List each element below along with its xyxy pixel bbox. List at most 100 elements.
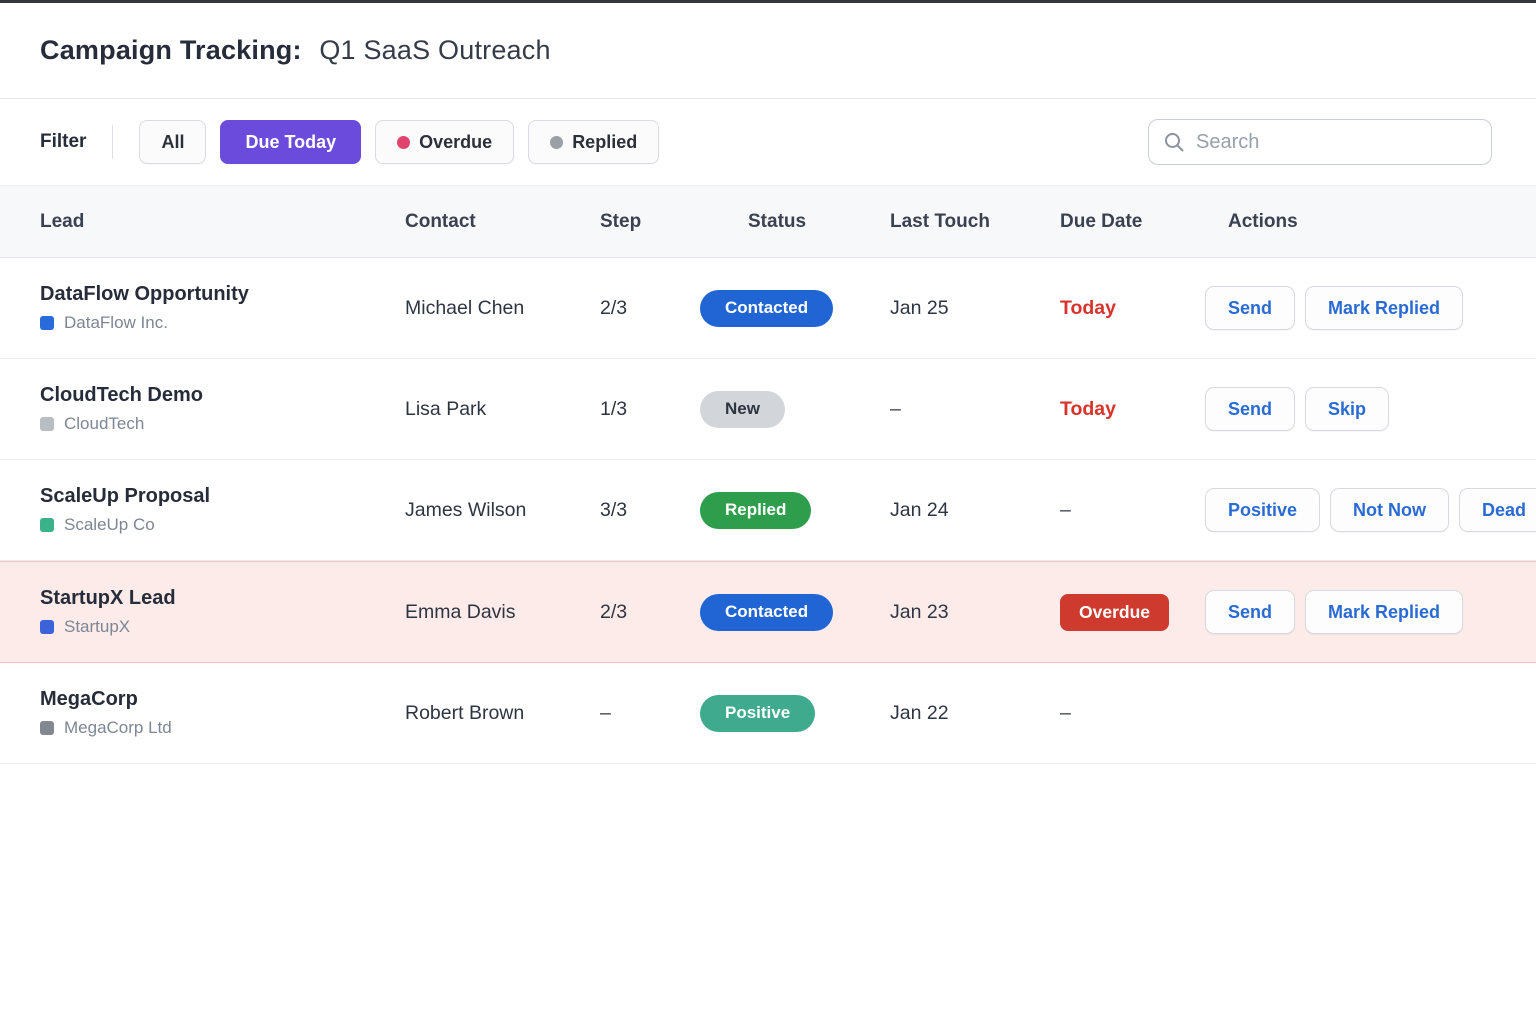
filter-button-due-today[interactable]: Due Today xyxy=(220,120,362,164)
company-color-icon xyxy=(40,620,54,634)
lead-name: DataFlow Opportunity xyxy=(40,283,249,305)
company-name: CloudTech xyxy=(64,414,145,433)
filter-button-all[interactable]: All xyxy=(139,120,207,164)
due-date-cell: Today xyxy=(1060,297,1205,320)
lead-cell: DataFlow Opportunity DataFlow Inc. xyxy=(40,283,405,333)
actions-cell: Send Skip xyxy=(1205,387,1536,431)
column-header-contact: Contact xyxy=(405,210,476,232)
filter-divider xyxy=(112,125,114,159)
filter-button-all-label: All xyxy=(161,131,185,152)
lead-company: CloudTech xyxy=(40,414,405,434)
actions-cell: Send Mark Replied xyxy=(1205,590,1536,634)
filter-button-replied-label: Replied xyxy=(572,131,638,152)
mark-replied-button[interactable]: Mark Replied xyxy=(1305,590,1464,634)
column-header-status: Status xyxy=(748,210,807,232)
last-touch-cell: Jan 24 xyxy=(890,498,949,521)
skip-button[interactable]: Skip xyxy=(1305,387,1390,431)
search-input[interactable] xyxy=(1196,130,1477,154)
table-row: DataFlow Opportunity DataFlow Inc. Micha… xyxy=(0,258,1536,359)
campaign-name: Q1 SaaS Outreach xyxy=(319,35,551,65)
filter-button-overdue-label: Overdue xyxy=(419,131,493,152)
lead-cell: StartupX Lead StartupX xyxy=(40,587,405,637)
step-cell: – xyxy=(600,701,611,724)
lead-company: MegaCorp Ltd xyxy=(40,718,405,738)
step-cell: 2/3 xyxy=(600,296,628,319)
page-header: Campaign Tracking: Q1 SaaS Outreach xyxy=(0,3,1536,99)
mark-replied-button[interactable]: Mark Replied xyxy=(1305,286,1464,330)
lead-cell: CloudTech Demo CloudTech xyxy=(40,384,405,434)
lead-name: MegaCorp xyxy=(40,688,138,710)
lead-name: StartupX Lead xyxy=(40,587,176,609)
search-box[interactable] xyxy=(1148,119,1492,165)
filter-button-replied[interactable]: Replied xyxy=(528,120,660,164)
contact-cell: Michael Chen xyxy=(405,296,525,319)
due-today-label: Today xyxy=(1060,296,1116,319)
company-color-icon xyxy=(40,417,54,431)
send-button[interactable]: Send xyxy=(1205,286,1296,330)
actions-cell: Send Mark Replied xyxy=(1205,286,1536,330)
filter-button-overdue[interactable]: Overdue xyxy=(375,120,515,164)
filter-label: Filter xyxy=(40,131,87,152)
table-header: Lead Contact Step Status Last Touch Due … xyxy=(0,186,1536,258)
dead-button[interactable]: Dead xyxy=(1459,488,1536,532)
status-cell: Replied xyxy=(700,491,890,529)
column-header-last-touch: Last Touch xyxy=(890,210,990,232)
status-cell: Contacted xyxy=(700,593,890,631)
status-badge: Contacted xyxy=(700,593,834,631)
positive-button[interactable]: Positive xyxy=(1205,488,1321,532)
status-cell: Positive xyxy=(700,694,890,732)
overdue-badge: Overdue xyxy=(1060,593,1169,631)
lead-name: ScaleUp Proposal xyxy=(40,485,211,507)
column-header-lead: Lead xyxy=(40,210,85,232)
lead-company: ScaleUp Co xyxy=(40,515,405,535)
column-header-due-date: Due Date xyxy=(1060,210,1143,232)
page-title-label: Campaign Tracking: xyxy=(40,35,302,65)
last-touch-cell: Jan 22 xyxy=(890,701,949,724)
status-badge: Positive xyxy=(700,694,816,732)
due-date-cell: – xyxy=(1060,701,1071,724)
lead-company: DataFlow Inc. xyxy=(40,313,405,333)
due-date-cell: Today xyxy=(1060,398,1205,421)
status-badge: Replied xyxy=(700,491,812,529)
filter-bar: Filter All Due Today Overdue Replied xyxy=(0,99,1536,186)
company-name: ScaleUp Co xyxy=(64,515,155,534)
last-touch-cell: Jan 23 xyxy=(890,600,949,623)
lead-cell: MegaCorp MegaCorp Ltd xyxy=(40,688,405,738)
company-color-icon xyxy=(40,518,54,532)
page-title: Campaign Tracking: Q1 SaaS Outreach xyxy=(40,35,551,66)
last-touch-cell: – xyxy=(890,397,901,420)
contact-cell: Robert Brown xyxy=(405,701,525,724)
table-row: ScaleUp Proposal ScaleUp Co James Wilson… xyxy=(0,460,1536,561)
table-row: CloudTech Demo CloudTech Lisa Park 1/3 N… xyxy=(0,359,1536,460)
filter-button-due-today-label: Due Today xyxy=(245,131,337,152)
company-color-icon xyxy=(40,316,54,330)
status-cell: Contacted xyxy=(700,289,890,327)
lead-company: StartupX xyxy=(40,617,405,637)
company-color-icon xyxy=(40,721,54,735)
send-button[interactable]: Send xyxy=(1205,387,1296,431)
last-touch-cell: Jan 25 xyxy=(890,296,949,319)
not-now-button[interactable]: Not Now xyxy=(1330,488,1450,532)
search-icon xyxy=(1165,133,1184,152)
step-cell: 3/3 xyxy=(600,498,628,521)
status-cell: New xyxy=(700,390,890,428)
column-header-step: Step xyxy=(600,210,642,232)
contact-cell: Lisa Park xyxy=(405,397,487,420)
due-date-cell: – xyxy=(1060,498,1071,521)
replied-dot-icon xyxy=(550,135,564,149)
status-badge: Contacted xyxy=(700,289,834,327)
send-button[interactable]: Send xyxy=(1205,590,1296,634)
window-top-edge xyxy=(0,0,1536,3)
due-date-cell: Overdue xyxy=(1060,593,1205,631)
table-row: MegaCorp MegaCorp Ltd Robert Brown – Pos… xyxy=(0,663,1536,764)
column-header-actions: Actions xyxy=(1228,210,1298,232)
lead-cell: ScaleUp Proposal ScaleUp Co xyxy=(40,485,405,535)
table-row-overdue: StartupX Lead StartupX Emma Davis 2/3 Co… xyxy=(0,561,1536,663)
due-today-label: Today xyxy=(1060,397,1116,420)
overdue-dot-icon xyxy=(397,135,411,149)
contact-cell: James Wilson xyxy=(405,498,527,521)
company-name: StartupX xyxy=(64,617,131,636)
company-name: DataFlow Inc. xyxy=(64,313,168,332)
lead-name: CloudTech Demo xyxy=(40,384,203,406)
contact-cell: Emma Davis xyxy=(405,600,516,623)
